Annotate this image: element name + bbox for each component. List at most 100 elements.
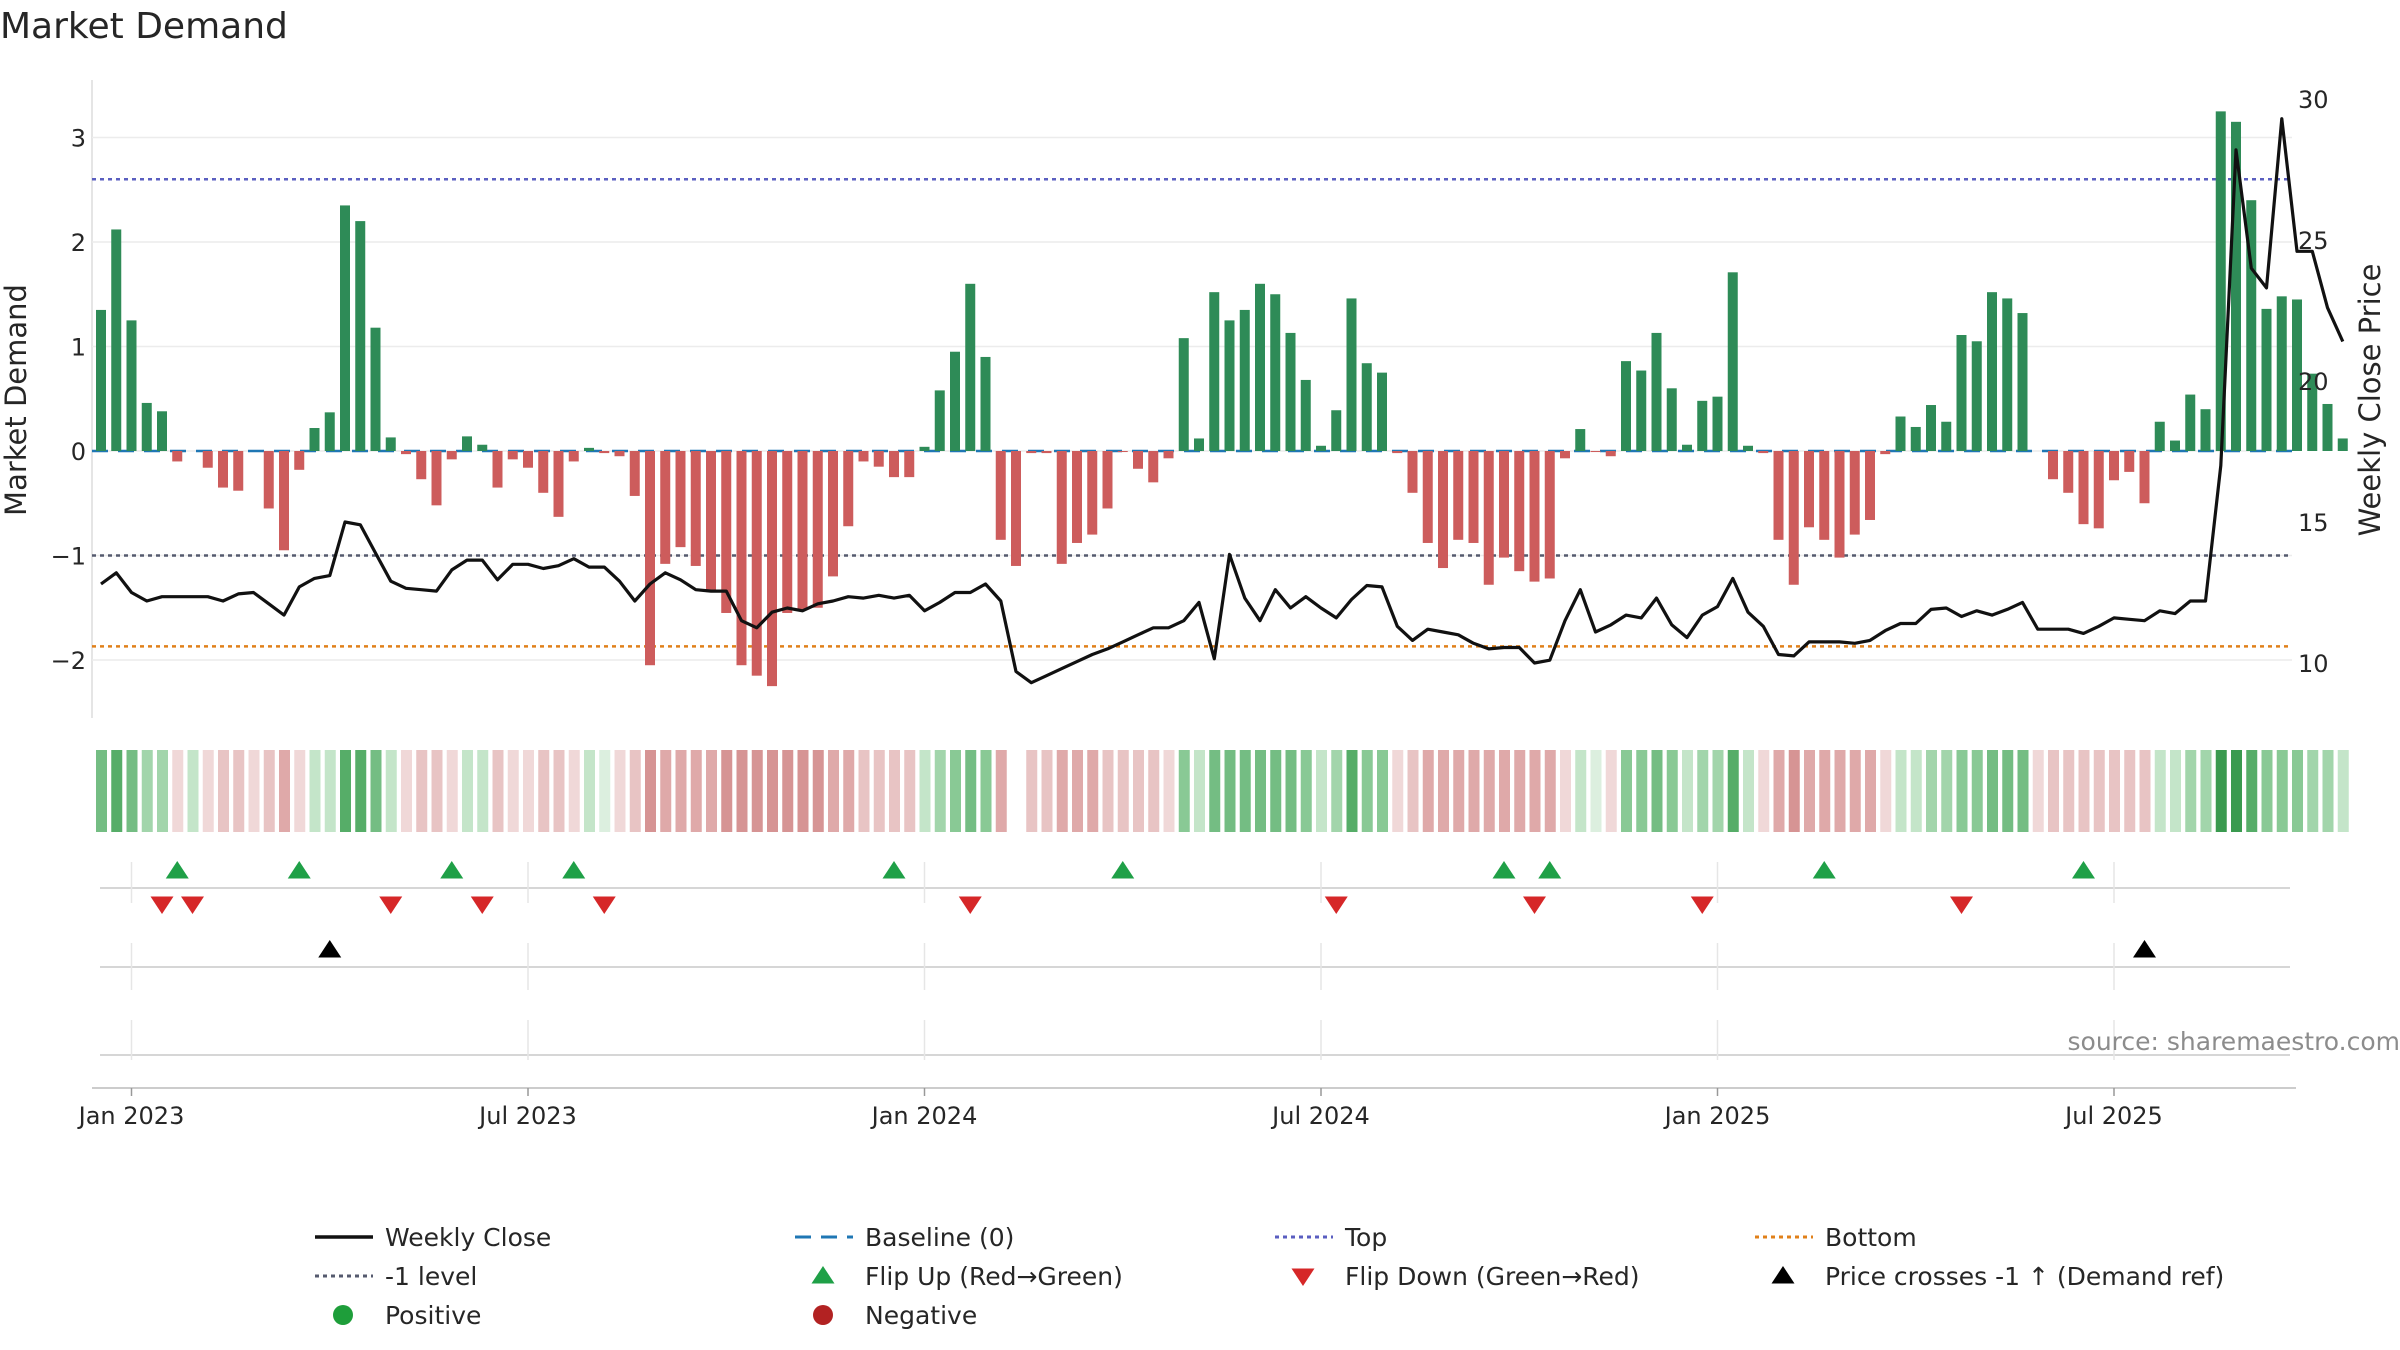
demand-bar — [1987, 292, 1997, 451]
demand-bar — [812, 451, 823, 608]
strip-cell — [1239, 750, 1251, 832]
demand-bar — [1194, 438, 1204, 451]
demand-bar — [1697, 400, 1708, 451]
strip-cell — [1438, 750, 1449, 832]
legend: Weekly Close Baseline (0) Top Bottom -1 leve… — [315, 1223, 2224, 1330]
left-y-tick-label: −2 — [51, 647, 86, 675]
strip-cell — [1483, 750, 1495, 832]
strip-cell — [873, 750, 885, 832]
demand-bar — [843, 451, 854, 527]
demand-bar — [2231, 121, 2241, 451]
demand-bar — [1407, 451, 1418, 493]
strip-cell — [2170, 750, 2181, 832]
strip-cell — [1087, 750, 1099, 832]
demand-bar — [919, 446, 930, 451]
strip-cell — [1133, 750, 1144, 832]
flip-up-marker — [882, 861, 906, 879]
strip-cell — [1621, 750, 1632, 832]
demand-bar — [492, 451, 503, 488]
demand-bar — [782, 451, 793, 613]
strip-cell — [1910, 750, 1922, 832]
strip-cell — [995, 750, 1007, 832]
strip-cell — [1392, 750, 1404, 832]
demand-bar — [309, 428, 320, 451]
weekly-close-line — [100, 117, 2345, 685]
strip-cell — [1987, 750, 1998, 832]
x-tick-label: Jul 2025 — [2063, 1102, 2163, 1130]
demand-bar — [1056, 451, 1067, 564]
demand-bar — [2276, 296, 2287, 451]
strip-cell — [1971, 750, 1983, 832]
strip-cell — [675, 750, 687, 832]
signal-markers — [150, 861, 2156, 958]
demand-bar — [1910, 426, 1921, 451]
strip-cell — [1407, 750, 1419, 832]
demand-bar — [2292, 299, 2302, 451]
left-y-tick-label: −1 — [51, 543, 86, 571]
strip-cell — [904, 750, 916, 832]
strip-cell — [1224, 750, 1236, 832]
strip-cell — [1926, 750, 1937, 832]
right-y-ticks: 30 25 20 15 10 — [2298, 86, 2329, 678]
demand-bar — [1529, 451, 1540, 582]
demand-bar — [1483, 451, 1494, 585]
demand-bar — [523, 451, 533, 468]
strip-cell — [1804, 750, 1815, 832]
strip-cell — [599, 750, 611, 832]
strip-cell — [1788, 750, 1800, 832]
demand-bar — [1133, 451, 1143, 469]
demand-color-strip — [96, 750, 2349, 832]
strip-cell — [782, 750, 794, 832]
strip-cell — [1422, 750, 1434, 832]
demand-bar — [828, 451, 838, 577]
flip-up-marker — [287, 861, 311, 879]
flip-up-marker — [562, 861, 586, 879]
strip-cell — [1743, 750, 1754, 832]
strip-cell — [1590, 750, 1602, 832]
strip-cell — [2215, 750, 2227, 832]
strip-cell — [2139, 750, 2151, 832]
flip-down-marker — [958, 896, 982, 914]
demand-bar — [1102, 451, 1113, 509]
strip-cell — [1849, 750, 1861, 832]
demand-bar — [584, 447, 594, 451]
strip-cell — [2093, 750, 2105, 832]
strip-cell — [1361, 750, 1373, 832]
demand-bar — [2109, 451, 2119, 481]
strip-cell — [629, 750, 641, 832]
demand-bar — [1590, 451, 1601, 453]
demand-bar — [2337, 438, 2348, 451]
strip-cell — [263, 750, 275, 832]
strip-cell — [1773, 750, 1785, 832]
demand-bar — [1377, 372, 1387, 451]
strip-cell — [1056, 750, 1068, 832]
strip-cell — [126, 750, 138, 832]
left-y-axis-label: Market Demand — [0, 284, 33, 516]
demand-bar — [1636, 370, 1647, 451]
strip-cell — [2048, 750, 2059, 832]
legend-symbol-triangle-up — [1771, 1266, 1795, 1284]
demand-bar — [629, 451, 640, 496]
strip-cell — [645, 750, 656, 832]
demand-bar — [1849, 451, 1860, 535]
demand-bar — [873, 451, 884, 467]
strip-cell — [2078, 750, 2090, 832]
demand-bar — [1956, 335, 1967, 451]
flip-down-marker — [592, 896, 616, 914]
strip-cell — [2307, 750, 2319, 832]
demand-bar — [141, 402, 152, 451]
legend-label: -1 level — [385, 1262, 477, 1291]
flip-down-marker — [1690, 896, 1714, 914]
strip-cell — [385, 750, 397, 832]
demand-bar — [1422, 451, 1433, 543]
demand-bar — [2246, 200, 2257, 451]
flip-down-marker — [1324, 896, 1348, 914]
demand-bar — [1209, 292, 1220, 451]
strip-cell — [1666, 750, 1678, 832]
strip-cell — [1255, 750, 1266, 832]
flip-up-marker — [2072, 861, 2095, 879]
x-tick-label: Jan 2023 — [77, 1102, 185, 1130]
demand-bar — [1011, 451, 1021, 566]
demand-bar — [218, 451, 228, 488]
strip-cell — [1880, 750, 1892, 832]
